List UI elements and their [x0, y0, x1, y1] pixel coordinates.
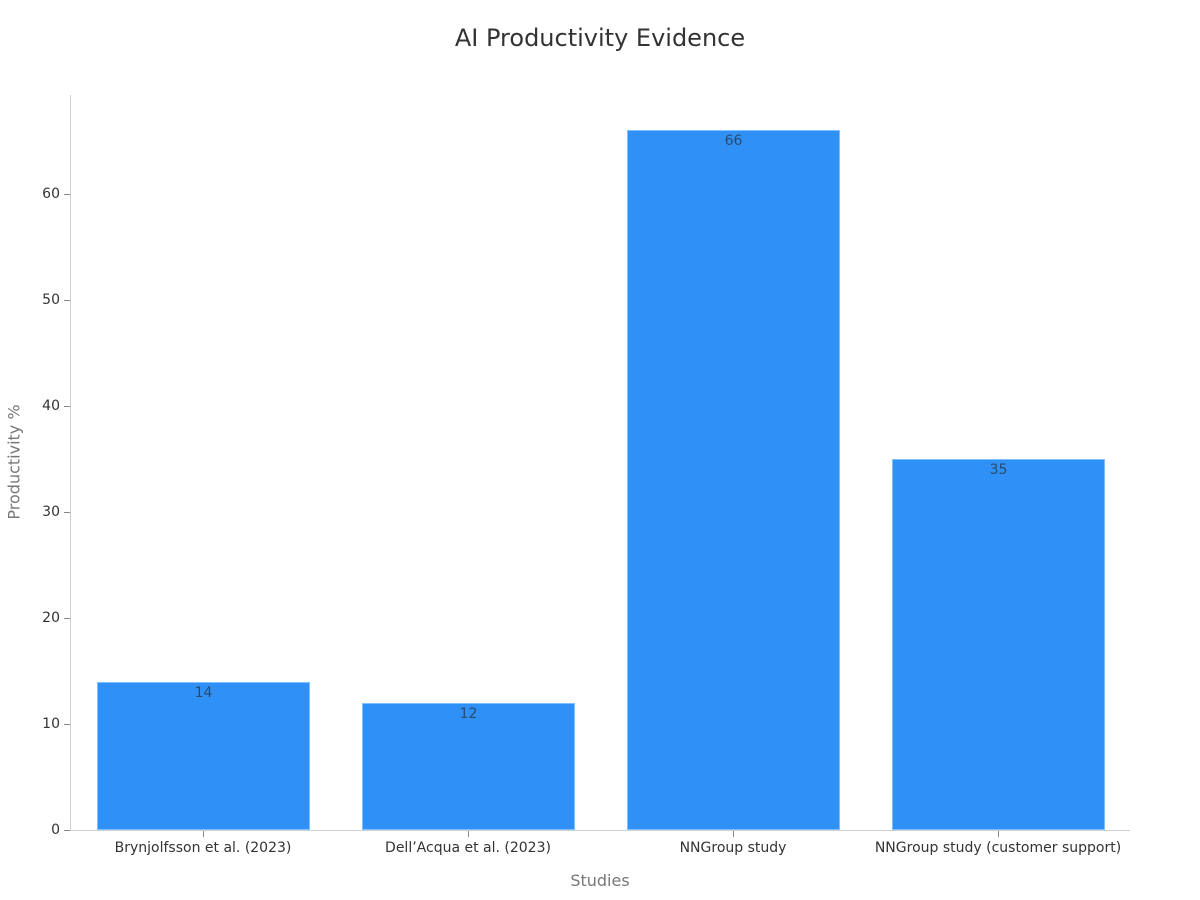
y-tick: 30 [0, 504, 70, 528]
y-tick: 50 [0, 292, 70, 316]
x-tick-label: Dell’Acqua et al. (2023) [385, 840, 551, 856]
y-tick: 10 [0, 716, 70, 740]
x-tick-label: Brynjolfsson et al. (2023) [114, 840, 292, 856]
x-tick [468, 831, 469, 837]
y-tick-label: 10 [42, 716, 60, 732]
bar[interactable]: 66 [627, 130, 840, 830]
x-tick-label: NNGroup study [679, 840, 787, 856]
y-tick-label: 30 [42, 504, 60, 520]
y-tick-label: 40 [42, 398, 60, 414]
bar[interactable]: 14 [97, 681, 310, 830]
bar[interactable]: 35 [892, 459, 1105, 830]
x-tick [733, 831, 734, 837]
chart-title: AI Productivity Evidence [454, 24, 746, 52]
y-tick: 60 [0, 186, 70, 210]
y-tick-label: 0 [51, 822, 60, 838]
y-tick: 40 [0, 398, 70, 422]
y-axis-line [70, 95, 71, 831]
y-tick-label: 20 [42, 610, 60, 626]
y-tick: 20 [0, 610, 70, 634]
y-tick: 0 [0, 822, 70, 846]
y-tick-label: 60 [42, 186, 60, 202]
x-tick [203, 831, 204, 837]
bar-value-label: 35 [989, 462, 1008, 478]
x-axis-title: Studies [570, 871, 630, 890]
y-axis-title: Productivity % [4, 404, 24, 520]
bar-value-label: 66 [724, 133, 743, 150]
x-tick-label: NNGroup study (customer support) [874, 840, 1122, 856]
x-tick [998, 831, 999, 837]
bar[interactable]: 12 [362, 702, 575, 830]
x-axis-line [70, 830, 1130, 831]
bar-value-label: 12 [459, 705, 478, 722]
y-tick-label: 50 [42, 292, 60, 308]
bar-value-label: 14 [194, 684, 213, 701]
